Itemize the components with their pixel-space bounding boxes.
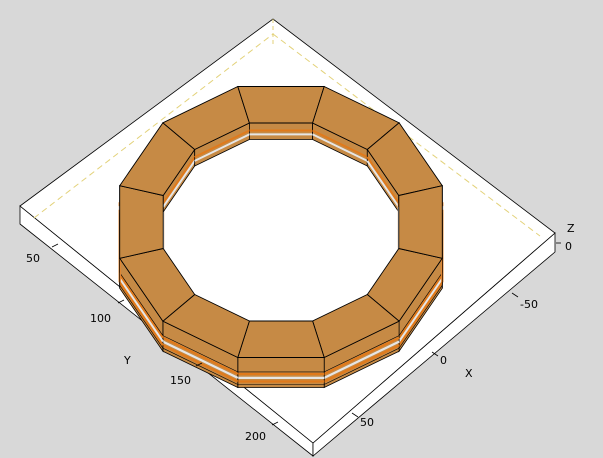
x-tick-label: -50 [520,298,538,311]
ring-layer-stripe [398,278,444,343]
ring-layer-stripe [194,133,250,162]
ring-layer-stripe [323,340,400,379]
ring-outer-wall [237,357,325,388]
ring-layer-stripe [162,156,196,204]
ring-layer-edge [162,347,238,385]
dashed-back-edge-left [33,33,274,219]
y-axis: 50 100 150 200 Y [26,243,279,443]
y-tick-label: 100 [90,312,111,325]
y-tick-label: 50 [26,252,40,265]
ring-segment-top [237,86,325,124]
ring-layer-stripe [118,281,164,346]
ring-segment-top [119,185,164,259]
ring-segment-top [398,185,443,259]
ring-layer-stripe [162,340,239,379]
ring-layer-stripe [118,274,164,339]
z-axis: Z 0 [556,222,575,253]
dashed-back-edge-right [272,33,541,237]
ring-layer-stripe [194,129,250,158]
x-axis-label: X [465,367,473,380]
ring-layer-stripe [162,344,239,383]
y-tick-label: 200 [245,430,266,443]
ring-layer-edge [398,272,443,336]
ring-layer-stripe [398,281,444,346]
y-tick-label: 150 [170,374,191,387]
ring-layer-stripe [366,160,400,208]
ring-segment-top [237,320,325,358]
z-axis-label: Z [567,222,575,235]
ring-layer-stripe [398,274,444,339]
x-tick-label: 0 [440,354,447,367]
ring-layer-edge [324,335,400,373]
ring-layer-stripe [162,160,196,208]
ring-layer-stripe [162,336,239,375]
z-tick-label: 0 [565,240,572,253]
ring-layer-edge [324,347,400,385]
y-axis-label: Y [123,354,131,367]
x-tick-label: 50 [360,416,374,429]
ring-layer-edge [162,335,238,373]
ring-layer-edge [119,285,164,349]
x-axis: -50 0 50 X [351,292,538,429]
ring-layer-edge [398,285,443,349]
ring-layer-stripe [312,129,368,158]
ring-layer-edge [119,272,164,336]
ring-layer-stripe [323,336,400,375]
ring-layer-stripe [366,156,400,204]
ring-layer-stripe [118,278,164,343]
ring-layer-stripe [323,344,400,383]
ring-layer-stripe [312,133,368,162]
torus-ring[interactable] [118,85,444,389]
